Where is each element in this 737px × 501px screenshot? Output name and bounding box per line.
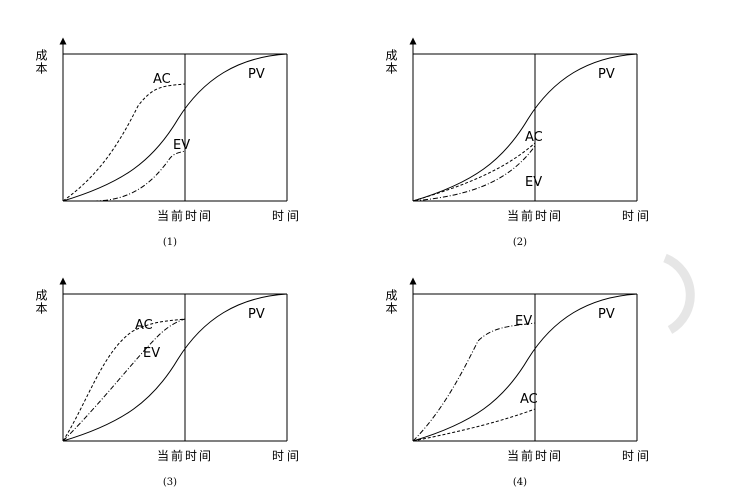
ev-label: EV — [143, 346, 160, 361]
pv-curve — [412, 293, 638, 442]
ac-curve — [412, 142, 536, 202]
pv-curve — [412, 53, 638, 202]
caption: (4) — [513, 477, 527, 488]
ac-curve — [412, 408, 536, 442]
y-label: 成本 — [34, 49, 48, 75]
ev-curve — [92, 150, 186, 202]
ac-curve — [62, 83, 186, 202]
x-label-end: 时间 — [272, 449, 302, 463]
pv-curve — [62, 53, 288, 202]
ac-label: AC — [520, 392, 538, 407]
caption: (1) — [163, 237, 177, 248]
pv-label: PV — [598, 307, 615, 322]
pv-label: PV — [598, 67, 615, 82]
pv-label: PV — [248, 307, 265, 322]
ac-label: AC — [153, 72, 171, 87]
y-label: 成本 — [34, 289, 48, 315]
ev-curve — [412, 145, 536, 202]
ev-curve — [62, 318, 186, 442]
ac-label: AC — [135, 318, 153, 333]
x-label-current: 当前时间 — [507, 208, 563, 223]
y-label: 成本 — [384, 49, 398, 75]
x-label-current: 当前时间 — [157, 448, 213, 463]
watermark — [663, 253, 695, 334]
pv-curve — [62, 293, 288, 442]
ac-curve — [62, 318, 186, 442]
ev-label: EV — [515, 314, 532, 329]
caption: (2) — [513, 237, 527, 248]
x-label-end: 时间 — [622, 449, 652, 463]
caption: (3) — [163, 477, 177, 488]
x-label-current: 当前时间 — [157, 208, 213, 223]
pv-label: PV — [248, 67, 265, 82]
x-label-end: 时间 — [622, 209, 652, 223]
ev-label: EV — [173, 138, 190, 153]
ac-label: AC — [525, 130, 543, 145]
x-label-current: 当前时间 — [507, 448, 563, 463]
ev-curve — [412, 322, 536, 442]
ev-label: EV — [525, 175, 542, 190]
x-label-end: 时间 — [272, 209, 302, 223]
y-label: 成本 — [384, 289, 398, 315]
